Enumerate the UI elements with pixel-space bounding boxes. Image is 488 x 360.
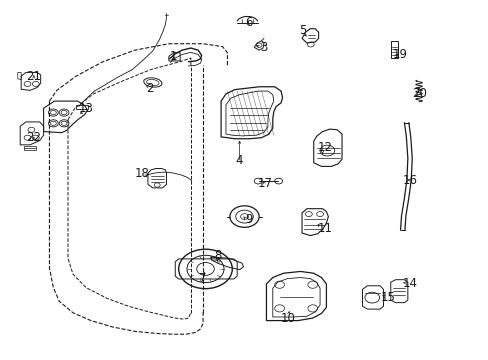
- Text: 20: 20: [412, 87, 427, 100]
- Text: 22: 22: [26, 131, 41, 144]
- Text: 5: 5: [299, 24, 306, 37]
- Text: 6: 6: [244, 16, 252, 29]
- Text: 16: 16: [402, 174, 417, 186]
- Text: 12: 12: [317, 141, 332, 154]
- Text: 13: 13: [79, 103, 93, 116]
- Text: 8: 8: [214, 249, 221, 262]
- Text: 9: 9: [245, 213, 253, 226]
- Text: 10: 10: [281, 311, 295, 325]
- Text: 11: 11: [317, 222, 332, 235]
- Text: 17: 17: [257, 177, 272, 190]
- Text: 21: 21: [26, 69, 41, 82]
- Text: 3: 3: [260, 41, 267, 54]
- Text: 4: 4: [235, 154, 243, 167]
- Text: 14: 14: [402, 278, 417, 291]
- Bar: [390, 41, 397, 58]
- Text: 1: 1: [170, 50, 177, 63]
- Text: 19: 19: [392, 48, 407, 61]
- Text: 15: 15: [380, 291, 395, 304]
- Text: 2: 2: [145, 82, 153, 95]
- Text: 7: 7: [199, 272, 206, 285]
- Bar: [76, 105, 88, 109]
- Text: 18: 18: [134, 167, 149, 180]
